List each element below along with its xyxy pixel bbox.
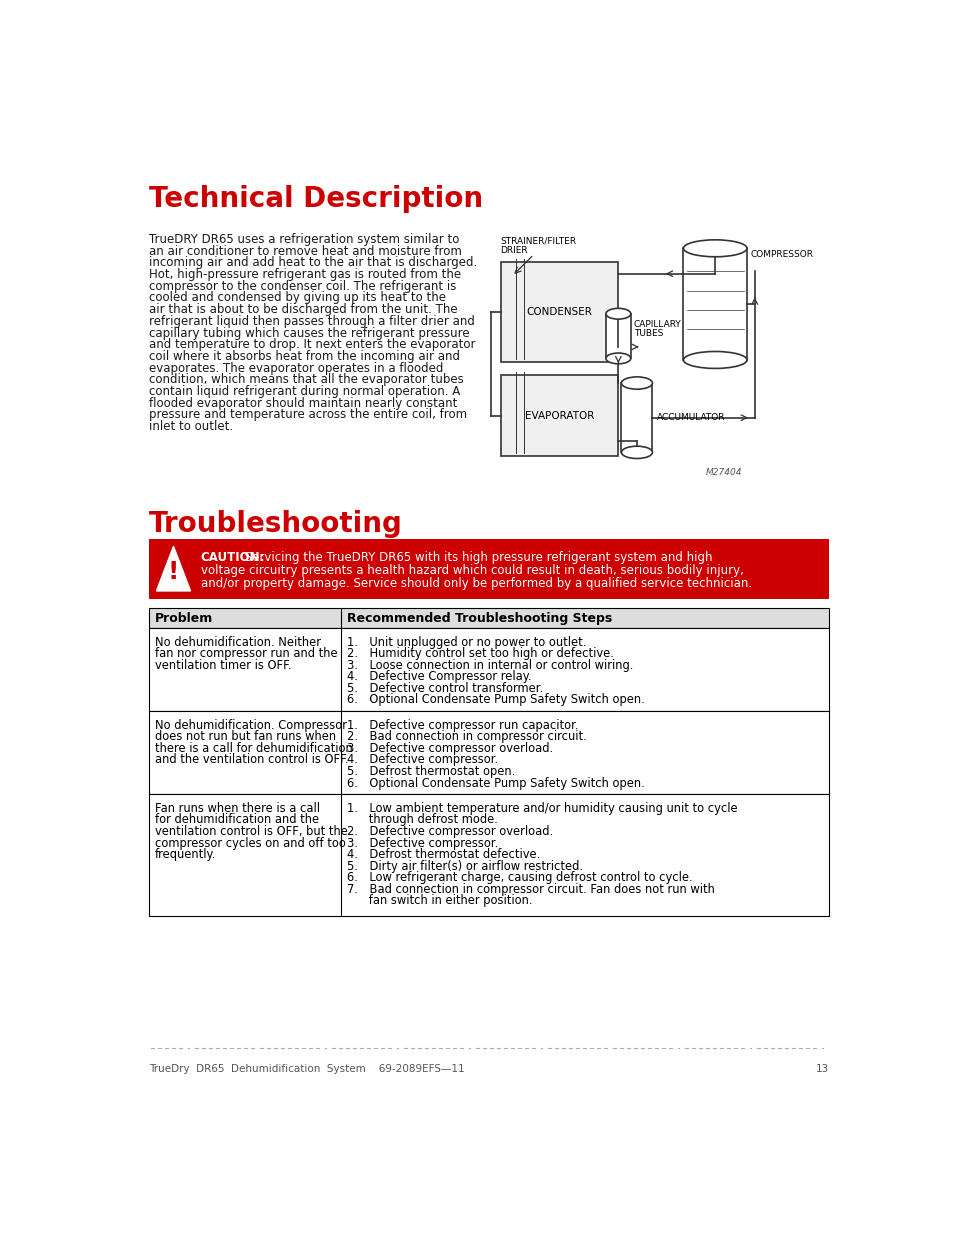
- Text: coil where it absorbs heat from the incoming air and: coil where it absorbs heat from the inco…: [149, 350, 459, 363]
- Text: incoming air and add heat to the air that is discharged.: incoming air and add heat to the air tha…: [149, 257, 476, 269]
- Text: 5. Defrost thermostat open.: 5. Defrost thermostat open.: [347, 764, 515, 778]
- Bar: [500, 375, 618, 456]
- Text: Servicing the TrueDRY DR65 with its high pressure refrigerant system and high: Servicing the TrueDRY DR65 with its high…: [241, 551, 712, 564]
- Bar: [149, 538, 828, 599]
- Text: 3. Defective compressor.: 3. Defective compressor.: [347, 836, 497, 850]
- Text: flooded evaporator should maintain nearly constant: flooded evaporator should maintain nearl…: [149, 396, 456, 410]
- Text: !: !: [168, 559, 179, 584]
- Ellipse shape: [605, 353, 630, 364]
- Text: refrigerant liquid then passes through a filter drier and: refrigerant liquid then passes through a…: [149, 315, 474, 327]
- Text: 4. Defective Compressor relay.: 4. Defective Compressor relay.: [347, 671, 531, 683]
- Text: Fan runs when there is a call: Fan runs when there is a call: [154, 802, 319, 815]
- Text: Technical Description: Technical Description: [149, 185, 482, 214]
- Text: STRAINER/FILTER: STRAINER/FILTER: [500, 237, 576, 246]
- Text: and temperature to drop. It next enters the evaporator: and temperature to drop. It next enters …: [149, 338, 475, 351]
- Text: 5. Dirty air filter(s) or airflow restricted.: 5. Dirty air filter(s) or airflow restri…: [347, 860, 582, 873]
- Text: Recommended Troubleshooting Steps: Recommended Troubleshooting Steps: [347, 613, 612, 625]
- Text: TrueDry  DR65  Dehumidification  System    69-2089EFS—11: TrueDry DR65 Dehumidification System 69-…: [149, 1065, 464, 1074]
- Text: frequently.: frequently.: [154, 848, 216, 861]
- Text: and/or property damage. Service should only be performed by a qualified service : and/or property damage. Service should o…: [200, 577, 751, 590]
- Text: 2. Defective compressor overload.: 2. Defective compressor overload.: [347, 825, 553, 839]
- Text: ventilation timer is OFF.: ventilation timer is OFF.: [154, 658, 291, 672]
- Text: fan nor compressor run and the: fan nor compressor run and the: [154, 647, 337, 661]
- Text: 6. Optional Condensate Pump Safety Switch open.: 6. Optional Condensate Pump Safety Switc…: [347, 777, 644, 789]
- Bar: [149, 627, 828, 711]
- Text: contain liquid refrigerant during normal operation. A: contain liquid refrigerant during normal…: [149, 385, 459, 398]
- Text: 7. Bad connection in compressor circuit. Fan does not run with: 7. Bad connection in compressor circuit.…: [347, 883, 714, 895]
- Text: there is a call for dehumidification: there is a call for dehumidification: [154, 742, 353, 755]
- Text: DRIER: DRIER: [500, 246, 528, 254]
- Text: Hot, high-pressure refrigerant gas is routed from the: Hot, high-pressure refrigerant gas is ro…: [149, 268, 460, 282]
- Text: CAUTION:: CAUTION:: [200, 551, 265, 564]
- Text: pressure and temperature across the entire coil, from: pressure and temperature across the enti…: [149, 409, 466, 421]
- Text: ACCUMULATOR: ACCUMULATOR: [657, 414, 725, 422]
- Text: CAPILLARY: CAPILLARY: [633, 320, 680, 329]
- Text: COMPRESSOR: COMPRESSOR: [750, 249, 813, 259]
- Bar: [149, 711, 828, 794]
- Text: CONDENSER: CONDENSER: [526, 308, 592, 317]
- Text: inlet to outlet.: inlet to outlet.: [149, 420, 233, 433]
- Text: fan switch in either position.: fan switch in either position.: [347, 894, 532, 908]
- Text: Problem: Problem: [154, 613, 213, 625]
- Text: for dehumidification and the: for dehumidification and the: [154, 814, 318, 826]
- Text: 3. Loose connection in internal or control wiring.: 3. Loose connection in internal or contr…: [347, 658, 633, 672]
- Text: 6. Low refrigerant charge, causing defrost control to cycle.: 6. Low refrigerant charge, causing defro…: [347, 871, 692, 884]
- Text: Troubleshooting: Troubleshooting: [149, 510, 402, 538]
- Bar: [149, 608, 828, 627]
- Text: TUBES: TUBES: [633, 330, 662, 338]
- Text: 6. Optional Condensate Pump Safety Switch open.: 6. Optional Condensate Pump Safety Switc…: [347, 693, 644, 706]
- Bar: [620, 383, 652, 452]
- Ellipse shape: [682, 352, 746, 368]
- Text: 4. Defrost thermostat defective.: 4. Defrost thermostat defective.: [347, 848, 539, 861]
- Text: 5. Defective control transformer.: 5. Defective control transformer.: [347, 682, 542, 695]
- Text: condition, which means that all the evaporator tubes: condition, which means that all the evap…: [149, 373, 463, 387]
- Text: ventilation control is OFF, but the: ventilation control is OFF, but the: [154, 825, 348, 839]
- Text: M27404: M27404: [705, 468, 741, 477]
- Text: 1. Unit unplugged or no power to outlet.: 1. Unit unplugged or no power to outlet.: [347, 636, 586, 648]
- Bar: [605, 314, 630, 358]
- Text: 13: 13: [815, 1065, 828, 1074]
- Ellipse shape: [620, 377, 652, 389]
- Text: compressor cycles on and off too: compressor cycles on and off too: [154, 836, 345, 850]
- Text: cooled and condensed by giving up its heat to the: cooled and condensed by giving up its he…: [149, 291, 445, 304]
- Text: evaporates. The evaporator operates in a flooded: evaporates. The evaporator operates in a…: [149, 362, 442, 374]
- Text: TrueDRY DR65 uses a refrigeration system similar to: TrueDRY DR65 uses a refrigeration system…: [149, 233, 458, 246]
- Text: and the ventilation control is OFF.: and the ventilation control is OFF.: [154, 753, 348, 767]
- Text: voltage circuitry presents a health hazard which could result in death, serious : voltage circuitry presents a health haza…: [200, 564, 742, 577]
- Text: capillary tubing which causes the refrigerant pressure: capillary tubing which causes the refrig…: [149, 326, 469, 340]
- Text: 3. Defective compressor overload.: 3. Defective compressor overload.: [347, 742, 553, 755]
- Text: an air conditioner to remove heat and moisture from: an air conditioner to remove heat and mo…: [149, 245, 461, 258]
- Ellipse shape: [605, 309, 630, 319]
- Polygon shape: [156, 546, 191, 592]
- Text: air that is about to be discharged from the unit. The: air that is about to be discharged from …: [149, 303, 456, 316]
- Text: No dehumidification. Neither: No dehumidification. Neither: [154, 636, 320, 648]
- Text: 1. Low ambient temperature and/or humidity causing unit to cycle: 1. Low ambient temperature and/or humidi…: [347, 802, 737, 815]
- Ellipse shape: [682, 240, 746, 257]
- Ellipse shape: [620, 446, 652, 458]
- Text: does not run but fan runs when: does not run but fan runs when: [154, 730, 335, 743]
- Bar: [682, 248, 746, 359]
- Bar: [149, 794, 828, 916]
- Bar: [500, 262, 618, 362]
- Text: 1. Defective compressor run capacitor.: 1. Defective compressor run capacitor.: [347, 719, 578, 732]
- Text: EVAPORATOR: EVAPORATOR: [524, 411, 594, 421]
- Text: through defrost mode.: through defrost mode.: [347, 814, 497, 826]
- Text: compressor to the condenser coil. The refrigerant is: compressor to the condenser coil. The re…: [149, 279, 456, 293]
- Text: No dehumidification. Compressor: No dehumidification. Compressor: [154, 719, 347, 732]
- Text: 2. Humidity control set too high or defective.: 2. Humidity control set too high or defe…: [347, 647, 614, 661]
- Text: 2. Bad connection in compressor circuit.: 2. Bad connection in compressor circuit.: [347, 730, 586, 743]
- Text: 4. Defective compressor.: 4. Defective compressor.: [347, 753, 497, 767]
